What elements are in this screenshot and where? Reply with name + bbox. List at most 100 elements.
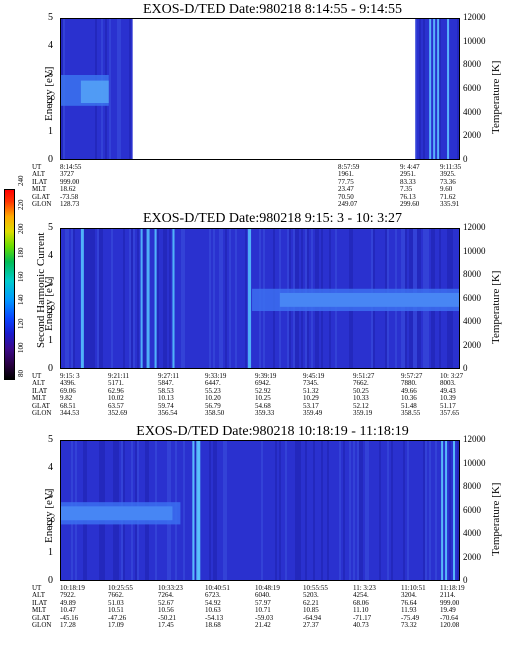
y2-tick-label: 12000 [463,434,486,444]
spectrogram-streak [431,441,433,580]
spectrogram-streak [201,441,203,580]
spectrogram-streak [423,441,425,580]
ephemeris-value: 999.00 [440,598,460,607]
ephemeris-value: 10.02 [108,394,124,403]
spectrogram-streak [137,229,139,368]
spectrogram-streak [125,229,127,368]
spectrogram-streak [281,441,283,580]
y-axis-label: Energy [eV] [43,66,55,121]
ephemeris-row-label: GLAT [32,192,50,201]
ephemeris-value: 335.91 [440,200,460,208]
spectrogram-streak [135,229,137,368]
spectrogram-streak [239,229,241,368]
ephemeris-value: 8:14:55 [60,163,82,171]
y-tick-label: 0 [48,154,53,165]
ephemeris-value: 8003. [440,379,456,388]
ephemeris-value: 10:33:23 [158,584,183,592]
spectrogram-streak [371,441,373,580]
ephemeris-value: 9:39:19 [255,372,277,380]
spectrogram-streak [229,441,231,580]
spectrogram-streak [447,441,449,580]
ephemeris-value: 51.48 [401,401,417,410]
spectrogram-streak [223,229,225,368]
spectrogram-streak [183,441,185,580]
spectrogram-streak [97,229,99,368]
spectrogram-streak [187,229,189,368]
ephemeris-value: 9.82 [60,394,73,403]
ephemeris-value: 10.20 [205,394,221,403]
spectrogram-streak [453,441,456,580]
ephemeris-value: 9:27:11 [158,372,180,380]
ephemeris-value: 7.35 [400,185,413,194]
y2-axis-label: Temperature [K] [490,482,502,556]
ephemeris-value: 10.39 [440,394,456,403]
spectrogram-streak [85,229,87,368]
y-tick-label: 5 [48,12,53,23]
spectrogram-streak [101,229,103,368]
spectrogram-streak [221,229,223,368]
spectrogram-streak [207,229,209,368]
spectrogram-streak [325,441,327,580]
y-tick-label: 1 [48,334,53,346]
spectrogram-streak [209,441,211,580]
spectrogram-band [61,506,173,521]
spectrogram-streak [83,229,85,368]
spectrogram-streak [435,441,437,580]
spectrogram-streak [123,19,125,159]
ephemeris-value: 7662. [108,591,124,600]
y-tick-label: 2 [48,306,53,318]
y2-tick-label: 8000 [463,269,481,279]
y-tick-label: 4 [48,462,53,474]
spectrogram-streak [355,441,357,580]
spectrogram-streak [361,441,363,580]
spectrogram-streak [369,441,371,580]
spectrogram-streak [367,441,369,580]
spectrogram-streak [413,441,415,580]
spectrogram-streak [237,441,239,580]
spectrogram-streak [349,441,351,580]
spectrogram-streak [301,441,303,580]
spectrogram-streak [198,441,201,580]
spectrogram-streak [257,441,259,580]
spectrogram-streak [289,441,291,580]
ephemeris-value: 5203. [303,591,319,600]
data-gap [132,19,416,159]
spectrogram-streak [185,441,187,580]
spectrogram-streak [217,441,219,580]
ephemeris-value: -54.13 [205,613,224,622]
ephemeris-value: 9:45:19 [303,372,325,380]
spectrogram-streak [433,441,435,580]
spectrogram-streak [67,229,69,368]
spectrogram-plot [60,228,460,369]
y2-tick-label: 6000 [463,292,481,303]
spectrogram-streak [191,229,193,368]
spectrogram-streak [245,229,247,368]
y2-tick-label: 4000 [463,528,481,538]
spectrogram-streak [323,441,325,580]
y2-tick-label: 0 [463,363,468,373]
ephemeris-value: 120.08 [440,621,460,629]
ephemeris-value: 11.10 [353,606,369,615]
spectrogram-streak [267,441,269,580]
ephemeris-row-label: UT [32,584,42,592]
ephemeris-value: 17.09 [108,621,124,629]
spectrogram-streak [295,441,297,580]
colorbar-tick-label: 100 [17,342,25,354]
spectrogram-streak [123,229,125,368]
spectrogram-streak [425,441,427,580]
ephemeris-value: 7264. [158,591,174,600]
spectrogram-streak [391,441,393,580]
spectrogram-streak [69,229,71,368]
y-axis-label: Energy [eV] [43,276,55,331]
y2-tick-label: 12000 [463,12,486,22]
ephemeris-value: 51.17 [440,401,456,410]
ephemeris-value: 11.93 [401,606,417,615]
ephemeris-value: 18.62 [60,185,76,194]
ephemeris-value: 999.00 [60,177,80,186]
spectrogram-streak [431,19,433,159]
spectrogram-streak [415,441,417,580]
spectrogram-streak [251,441,253,580]
ephemeris-value: 9.60 [440,185,453,194]
ephemeris-value: 10.56 [158,606,174,615]
spectrogram-streak [111,19,113,159]
